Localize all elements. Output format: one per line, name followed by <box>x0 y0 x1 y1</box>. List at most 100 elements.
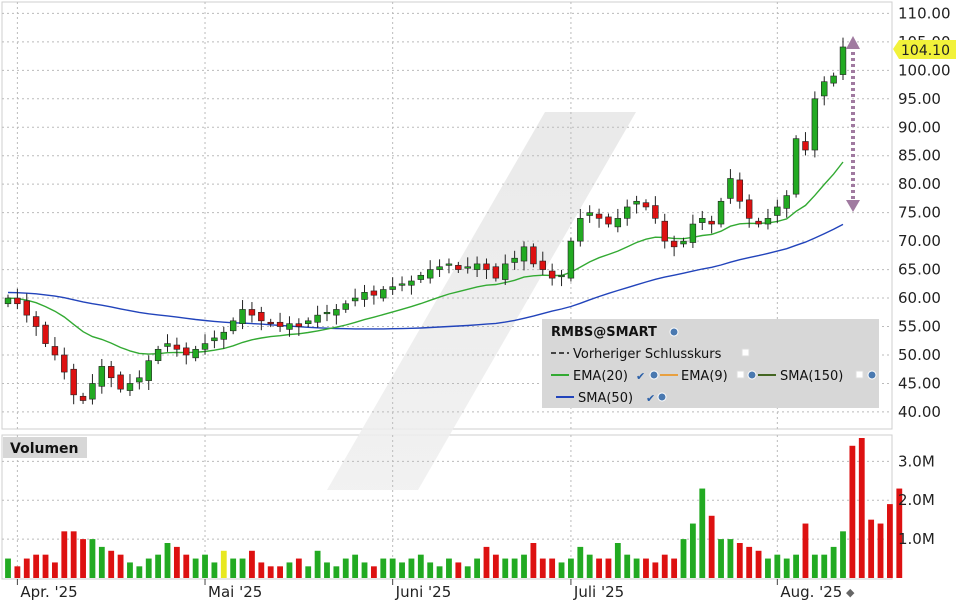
candle-body <box>586 212 593 216</box>
volume-bar <box>370 566 377 578</box>
volume-bar <box>605 558 612 578</box>
candle-body <box>333 309 340 316</box>
volume-bar <box>52 562 58 578</box>
candle-body <box>408 280 415 286</box>
candle-body <box>32 316 40 327</box>
candle-body <box>755 220 762 225</box>
volume-bar <box>549 558 556 578</box>
candle-body <box>201 343 209 350</box>
candle-body <box>314 314 321 323</box>
volume-bar <box>70 531 77 578</box>
legend-settings-ema9-icon[interactable] <box>747 370 757 380</box>
range-arrow <box>846 36 860 212</box>
scroll-handle-icon[interactable]: ◆ <box>846 586 855 599</box>
volume-bar <box>492 554 499 578</box>
volume-bar <box>145 558 152 578</box>
volume-bar <box>108 550 115 578</box>
candle-body <box>492 266 500 279</box>
volume-bar <box>352 554 359 578</box>
volume-bar <box>117 554 124 578</box>
volume-bar <box>333 566 340 578</box>
candle-body <box>811 98 819 151</box>
candle-body <box>145 360 152 381</box>
volume-bar <box>896 488 903 578</box>
candle-body <box>229 320 237 332</box>
candle-body <box>577 218 584 242</box>
candle-body <box>821 81 828 97</box>
candle-body <box>736 179 744 202</box>
candle-body <box>417 274 425 280</box>
volume-bar <box>643 558 649 578</box>
price-tick-label: 55.00 <box>898 318 941 336</box>
candle-body <box>351 297 359 302</box>
legend-checkbox-prev-close[interactable] <box>741 348 750 357</box>
volume-bar <box>324 562 330 578</box>
price-tick-label: 110.00 <box>898 4 951 22</box>
candle-body <box>305 320 312 324</box>
candle-body <box>792 138 800 195</box>
volume-bar <box>380 558 387 578</box>
volume-bar <box>774 554 781 578</box>
volume-tick-label: 2.0M <box>898 491 935 509</box>
candle-body <box>642 202 650 208</box>
volume-bar <box>652 562 659 578</box>
candle-body <box>239 309 246 324</box>
volume-bar <box>80 539 86 578</box>
candle-body <box>783 195 790 209</box>
volume-bar <box>802 523 809 578</box>
volume-bar <box>436 566 443 578</box>
volume-tick-label: 1.0M <box>898 530 935 548</box>
legend-checkbox-ema9[interactable] <box>736 370 745 379</box>
volume-bar <box>521 554 527 578</box>
volume-bar <box>286 562 293 578</box>
volume-bar <box>577 546 584 578</box>
x-tick-label: Apr. '25 <box>20 583 77 600</box>
volume-bar <box>164 543 171 578</box>
volume-bar <box>127 562 133 578</box>
volume-bar <box>173 546 180 578</box>
legend-settings-sma150-icon[interactable] <box>867 370 877 380</box>
price-tick-label: 95.00 <box>898 90 941 108</box>
candle-body <box>136 377 143 383</box>
legend-item-prev-close: Vorheriger Schlusskurs <box>573 347 722 362</box>
legend-settings-sma50-icon[interactable] <box>657 392 667 402</box>
candle-body <box>70 368 77 396</box>
candle-body <box>192 348 199 359</box>
candle-body <box>42 324 49 344</box>
candle-body <box>774 206 781 216</box>
legend-box <box>542 319 879 408</box>
volume-bar <box>849 445 856 578</box>
candle-body <box>502 263 509 280</box>
legend-item-sma150: SMA(150) <box>780 369 843 384</box>
volume-bar <box>136 566 143 578</box>
legend-settings-ema20-icon[interactable] <box>649 370 659 380</box>
candle-body <box>661 220 668 242</box>
price-tick-label: 85.00 <box>898 147 941 165</box>
candle-body <box>389 286 396 290</box>
candle-body <box>464 266 471 269</box>
candle-body <box>248 309 256 316</box>
x-tick-label: Aug. '25 <box>780 583 842 600</box>
legend-check-ema20[interactable]: ✔ <box>636 370 645 383</box>
volume-bar <box>614 543 621 578</box>
volume-bar <box>389 558 396 578</box>
volume-bar <box>417 554 424 578</box>
candle-body <box>4 297 12 305</box>
legend-checkbox-sma150[interactable] <box>855 370 864 379</box>
legend-settings-icon[interactable] <box>669 327 679 337</box>
candle-body <box>258 311 265 322</box>
candle-body <box>595 213 603 219</box>
volume-bar <box>811 554 818 578</box>
legend-check-sma50[interactable]: ✔ <box>646 392 655 405</box>
volume-bar <box>596 558 602 578</box>
candle-body <box>61 354 68 373</box>
volume-bar <box>877 523 884 578</box>
candle-body <box>717 200 725 225</box>
legend-title: RMBS@SMART <box>551 325 657 340</box>
candle-body <box>173 344 181 350</box>
price-tick-label: 65.00 <box>898 261 941 279</box>
volume-bar <box>699 488 706 578</box>
volume-bar <box>249 550 255 578</box>
candle-body <box>342 303 349 310</box>
candle-body <box>267 321 274 325</box>
